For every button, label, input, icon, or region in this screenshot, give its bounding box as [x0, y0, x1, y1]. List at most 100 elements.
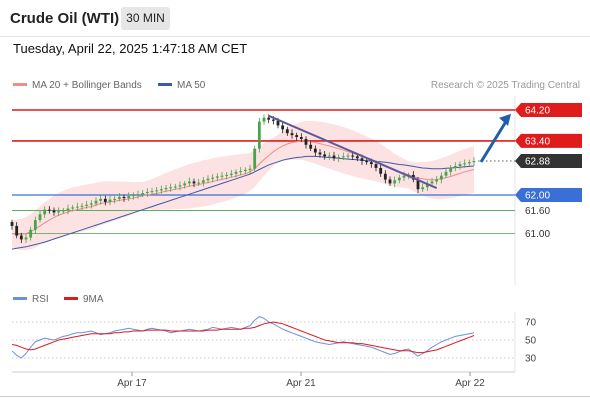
candle-body-51: [248, 168, 252, 170]
timestamp: Tuesday, April 22, 2025 1:47:18 AM CET: [13, 41, 248, 56]
x-tick-label-2: Apr 22: [455, 378, 485, 389]
rsi-tick-label-2: 30: [525, 354, 537, 365]
candle-body-30: [150, 191, 154, 193]
candle-body-91: [435, 179, 439, 182]
candle-body-47: [229, 173, 233, 175]
candle-body-15: [80, 205, 84, 207]
candle-body-14: [75, 206, 79, 208]
candle-body-92: [439, 175, 443, 180]
level-label-3: 62.00: [525, 191, 550, 202]
candle-body-36: [178, 185, 182, 187]
candle-body-93: [444, 171, 448, 176]
candle-body-1: [15, 225, 19, 236]
candle-body-77: [369, 162, 373, 165]
rsi-ma-swatch: [64, 296, 78, 300]
candle-body-37: [183, 183, 187, 186]
rsi-ma-label: 9MA: [83, 294, 104, 305]
candle-body-26: [131, 195, 135, 197]
instrument-title: Crude Oil (WTI): [10, 10, 120, 27]
candle-body-20: [103, 198, 107, 202]
level-label-1: 63.40: [525, 137, 550, 148]
candle-body-17: [89, 203, 93, 205]
candle-body-43: [211, 177, 215, 179]
candle-body-96: [458, 164, 462, 167]
candle-body-44: [215, 176, 219, 178]
candle-body-0: [10, 222, 14, 226]
candle-body-35: [173, 186, 177, 188]
ma20-swatch: [13, 82, 27, 86]
x-tick-label-1: Apr 21: [286, 378, 316, 389]
candle-body-94: [449, 167, 453, 172]
candle-body-84: [402, 175, 406, 178]
candle-body-69: [332, 155, 336, 159]
candle-body-50: [243, 169, 247, 172]
candle-body-66: [318, 152, 322, 155]
candle-body-2: [19, 235, 23, 240]
candle-body-79: [379, 167, 383, 174]
candle-body-10: [57, 211, 61, 213]
candle-body-45: [220, 175, 224, 177]
rsi-tick-label-0: 70: [525, 318, 537, 329]
candle-body-55: [267, 117, 271, 120]
candle-body-53: [257, 121, 261, 149]
x-tick-label-0: Apr 17: [117, 378, 147, 389]
candle-body-90: [430, 181, 434, 184]
candle-body-34: [169, 187, 173, 189]
candle-body-95: [453, 166, 457, 168]
legend-ma20: MA 20 + Bollinger Bands: [13, 80, 142, 91]
candle-body-54: [262, 117, 266, 122]
candle-body-83: [397, 177, 401, 181]
candle-body-76: [365, 161, 369, 163]
candle-body-11: [61, 210, 65, 212]
candle-body-21: [108, 199, 112, 202]
candle-body-49: [239, 171, 243, 173]
candle-body-24: [122, 196, 126, 199]
candle-body-58: [281, 125, 285, 130]
candle-body-3: [24, 237, 28, 240]
candle-body-80: [383, 173, 387, 180]
candle-body-9: [52, 210, 56, 213]
candle-body-22: [113, 198, 117, 200]
candle-body-89: [425, 183, 429, 188]
candle-body-99: [472, 161, 476, 163]
level-label-4: 61.60: [525, 206, 550, 217]
candle-body-64: [309, 144, 313, 149]
candle-body-5: [33, 220, 37, 230]
candle-body-41: [201, 180, 205, 183]
candle-body-38: [187, 181, 191, 184]
candle-body-72: [346, 155, 350, 157]
candle-body-33: [164, 188, 168, 190]
candle-body-52: [253, 148, 257, 169]
level-label-box-2: [515, 154, 582, 168]
forecast-arrow-head: [499, 113, 511, 126]
candle-body-16: [85, 204, 89, 206]
candle-body-19: [99, 198, 103, 201]
legend-rsi: RSI: [13, 294, 49, 305]
bottom-border: [0, 396, 590, 397]
candle-body-29: [145, 191, 149, 194]
ma50-label: MA 50: [177, 80, 206, 91]
candle-body-6: [38, 214, 42, 221]
level-label-box-1: [515, 133, 582, 148]
level-label-5: 61.00: [525, 229, 550, 240]
candle-body-4: [29, 229, 33, 238]
candle-body-75: [360, 158, 364, 161]
timeframe-button[interactable]: 30 MIN: [121, 7, 170, 30]
candle-body-67: [323, 154, 327, 157]
candle-body-7: [43, 209, 47, 215]
candle-body-70: [337, 157, 341, 159]
legend-ma50: MA 50: [158, 80, 205, 91]
candle-body-40: [197, 182, 201, 184]
candle-body-62: [299, 137, 303, 139]
candle-body-23: [117, 196, 121, 199]
candle-body-88: [421, 187, 425, 190]
candle-body-61: [295, 135, 299, 138]
chart-header: Crude Oil (WTI) 30 MIN: [0, 0, 590, 36]
rsi-series-1: [11, 321, 475, 354]
candle-body-57: [276, 120, 280, 126]
ma50-line: [11, 155, 475, 250]
candle-body-56: [271, 119, 275, 121]
candle-body-98: [467, 162, 471, 164]
candle-body-32: [159, 189, 163, 191]
